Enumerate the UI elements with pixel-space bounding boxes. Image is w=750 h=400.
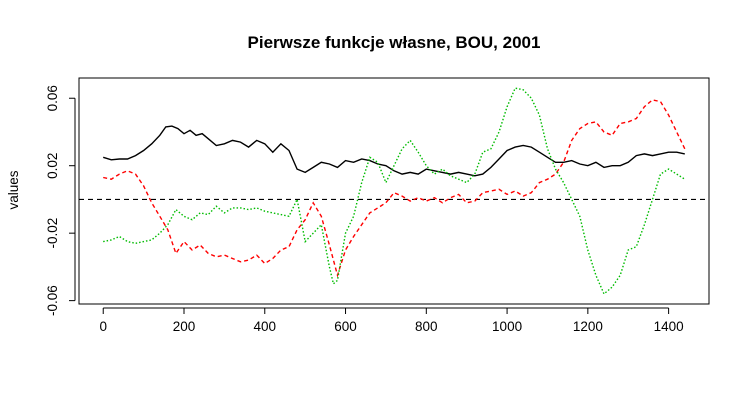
y-tick-label: -0.02	[45, 218, 60, 249]
y-tick-label: 0.06	[45, 85, 60, 111]
y-tick-label: -0.06	[45, 285, 60, 316]
series-group	[102, 87, 686, 296]
y-tick-label: 0.02	[45, 153, 60, 179]
x-tick-label: 400	[254, 319, 277, 334]
x-tick-label: 1000	[492, 319, 522, 334]
series-line-2	[103, 99, 686, 278]
x-tick-label: 200	[173, 319, 196, 334]
x-tick-label: 1200	[573, 319, 603, 334]
y-axis: -0.06 -0.02 0.02 0.06	[45, 85, 76, 316]
y-axis-label: values	[6, 170, 21, 209]
x-tick-label: 0	[99, 319, 107, 334]
plot-area-frame	[78, 77, 710, 305]
x-tick-label: 1400	[654, 319, 684, 334]
x-axis: 0 200 400 600 800 1000 1200 1400	[99, 307, 684, 334]
x-tick-label: 800	[415, 319, 438, 334]
chart-title: Pierwsze funkcje własne, BOU, 2001	[248, 33, 541, 52]
x-tick-label: 600	[334, 319, 357, 334]
series-line-1	[102, 125, 685, 177]
series-line-3	[103, 87, 686, 296]
